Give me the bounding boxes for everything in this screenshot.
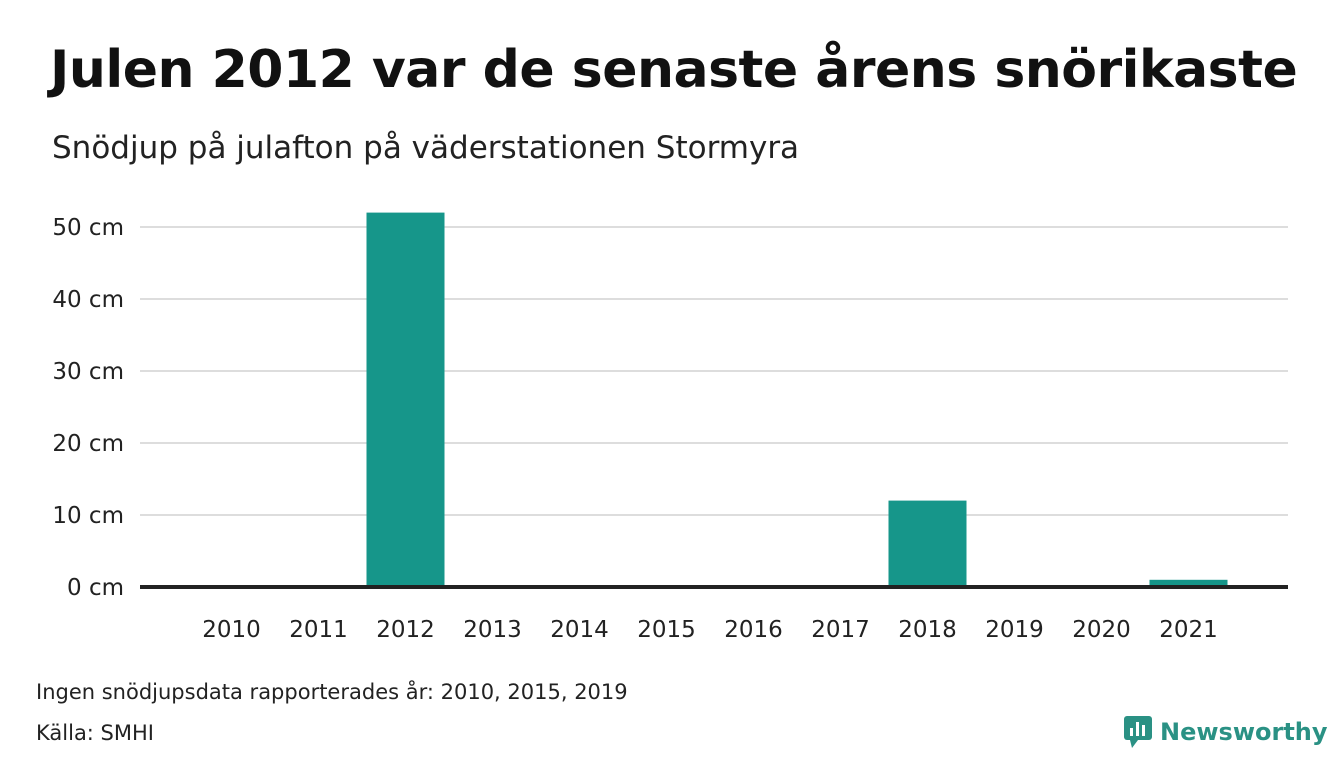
gridlines xyxy=(140,226,1288,516)
x-tick-label: 2014 xyxy=(550,617,609,643)
x-tick-label: 2016 xyxy=(724,617,783,643)
brand-name: Newsworthy xyxy=(1160,718,1328,746)
x-tick-label: 2012 xyxy=(376,617,435,643)
bar-2018 xyxy=(888,500,967,587)
y-tick-label: 40 cm xyxy=(52,287,124,313)
y-tick-label: 20 cm xyxy=(52,431,124,457)
y-tick-label: 0 cm xyxy=(67,575,124,601)
y-tick-label: 50 cm xyxy=(52,215,124,241)
chart-subtitle: Snödjup på julafton på väderstationen St… xyxy=(52,130,800,166)
y-tick-label: 10 cm xyxy=(52,503,124,529)
x-tick-label: 2020 xyxy=(1072,617,1131,643)
bar-2021 xyxy=(1149,579,1228,587)
source-credit: Källa: SMHI xyxy=(36,721,154,745)
newsworthy-logo-icon xyxy=(1124,716,1152,748)
bars xyxy=(366,212,1228,587)
bar-2012 xyxy=(366,212,445,587)
missing-data-note: Ingen snödjupsdata rapporterades år: 201… xyxy=(36,680,628,704)
x-tick-label: 2021 xyxy=(1159,617,1218,643)
x-tick-label: 2010 xyxy=(202,617,261,643)
y-axis-tick-labels: 0 cm 10 cm 20 cm 30 cm 40 cm 50 cm xyxy=(52,215,124,601)
y-tick-label: 30 cm xyxy=(52,359,124,385)
chart-title: Julen 2012 var de senaste årens snörikas… xyxy=(50,40,1298,100)
brand-logo: Newsworthy xyxy=(1124,716,1328,748)
x-tick-label: 2019 xyxy=(985,617,1044,643)
x-tick-label: 2013 xyxy=(463,617,522,643)
x-tick-label: 2011 xyxy=(289,617,348,643)
x-tick-label: 2018 xyxy=(898,617,957,643)
x-axis-tick-labels: 2010 2011 2012 2013 2014 2015 2016 2017 2018 2019… xyxy=(202,617,1218,643)
x-tick-label: 2015 xyxy=(637,617,696,643)
x-tick-label: 2017 xyxy=(811,617,870,643)
